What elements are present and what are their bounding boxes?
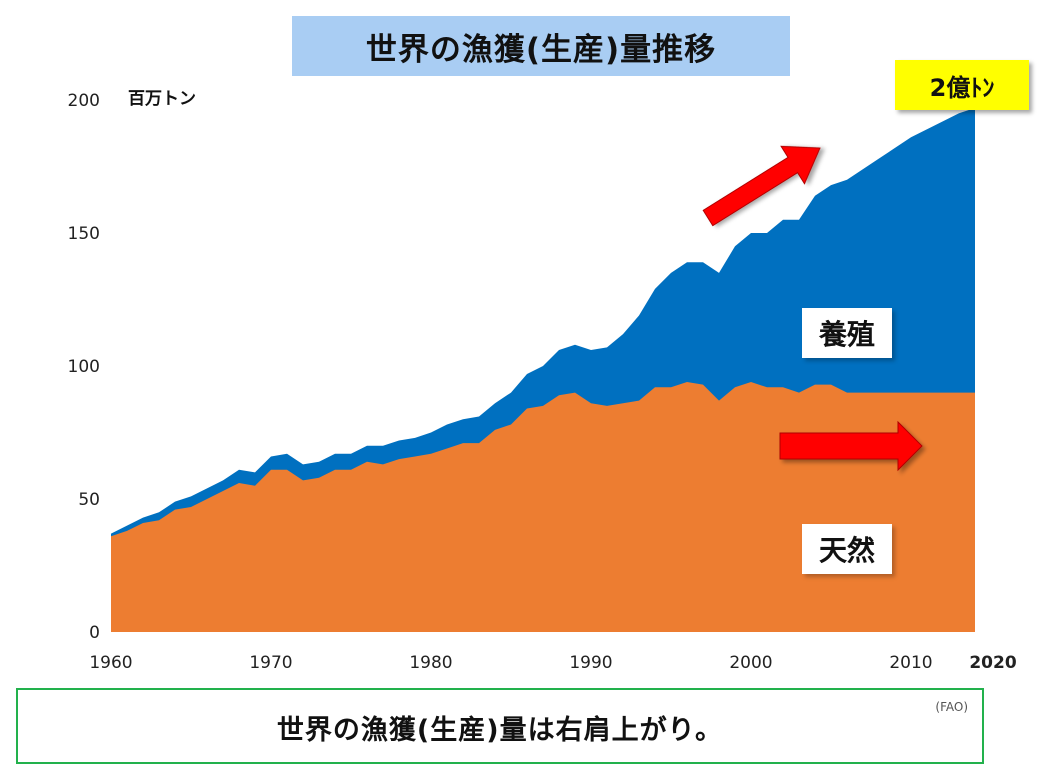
aquaculture-label: 養殖 — [802, 308, 892, 358]
arrow-right-icon — [779, 420, 923, 472]
x-tick-label: 1980 — [409, 653, 452, 673]
x-tick-label: 1970 — [249, 653, 292, 673]
chart-title: 世界の漁獲(生産)量推移 — [292, 16, 790, 76]
arrow-up-icon — [702, 145, 821, 227]
x-tick-label: 1960 — [89, 653, 132, 673]
source-note: (FAO) — [935, 700, 968, 714]
y-axis-ticks: 0 50 100 150 200 — [68, 91, 100, 643]
chart-areas — [111, 107, 975, 633]
y-tick-label: 50 — [78, 490, 100, 510]
y-axis-unit: 百万トン — [128, 89, 196, 109]
total-badge: 2億ﾄﾝ — [895, 60, 1029, 110]
x-axis-ticks: 1960 1970 1980 1990 2000 2010 2020 — [89, 653, 1016, 673]
trend-arrows — [702, 145, 923, 472]
y-tick-label: 100 — [68, 357, 100, 377]
x-tick-label: 2010 — [889, 653, 932, 673]
caption-text: 世界の漁獲(生産)量は右肩上がり。 — [276, 715, 724, 746]
area-wild-catch — [111, 381, 975, 632]
x-tick-label: 1990 — [569, 653, 612, 673]
area-chart: 0 50 100 150 200 1960 1970 1980 1990 2000 2010 202… — [68, 91, 1017, 673]
x-tick-label: 2000 — [729, 653, 772, 673]
y-tick-label: 150 — [68, 224, 100, 244]
wild-catch-label: 天然 — [802, 524, 892, 574]
y-tick-label: 200 — [68, 91, 100, 111]
caption-box: 世界の漁獲(生産)量は右肩上がり。 (FAO) — [16, 688, 984, 764]
y-tick-label: 0 — [89, 623, 100, 643]
x-tick-label: 2020 — [969, 653, 1016, 673]
